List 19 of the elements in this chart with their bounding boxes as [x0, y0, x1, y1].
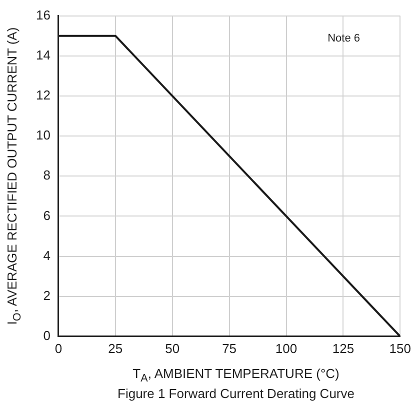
x-tick-label: 75	[222, 340, 237, 356]
y-tick-label: 6	[43, 208, 50, 223]
x-tick-label: 125	[332, 340, 354, 356]
y-tick-label: 14	[36, 47, 50, 62]
y-tick-label: 4	[43, 248, 50, 263]
y-tick-label: 12	[36, 88, 50, 103]
y-tick-label: 0	[43, 328, 50, 343]
x-tick-label: 0	[54, 340, 62, 356]
x-tick-label: 25	[108, 340, 123, 356]
annotation: Note 6	[328, 32, 360, 44]
x-axis-title: T$_{A}$, AMBIENT TEMPERATURE (°C)	[132, 366, 340, 385]
y-tick-label: 8	[43, 168, 50, 183]
y-tick-label: 2	[43, 288, 50, 303]
caption: Figure 1 Forward Current Derating Curve	[118, 386, 354, 401]
x-tick-label: 100	[275, 340, 298, 356]
y-tick-label: 10	[36, 128, 50, 143]
y-tick-label: 16	[36, 7, 50, 22]
x-tick-label: 50	[165, 340, 180, 356]
x-tick-label: 150	[389, 340, 412, 356]
